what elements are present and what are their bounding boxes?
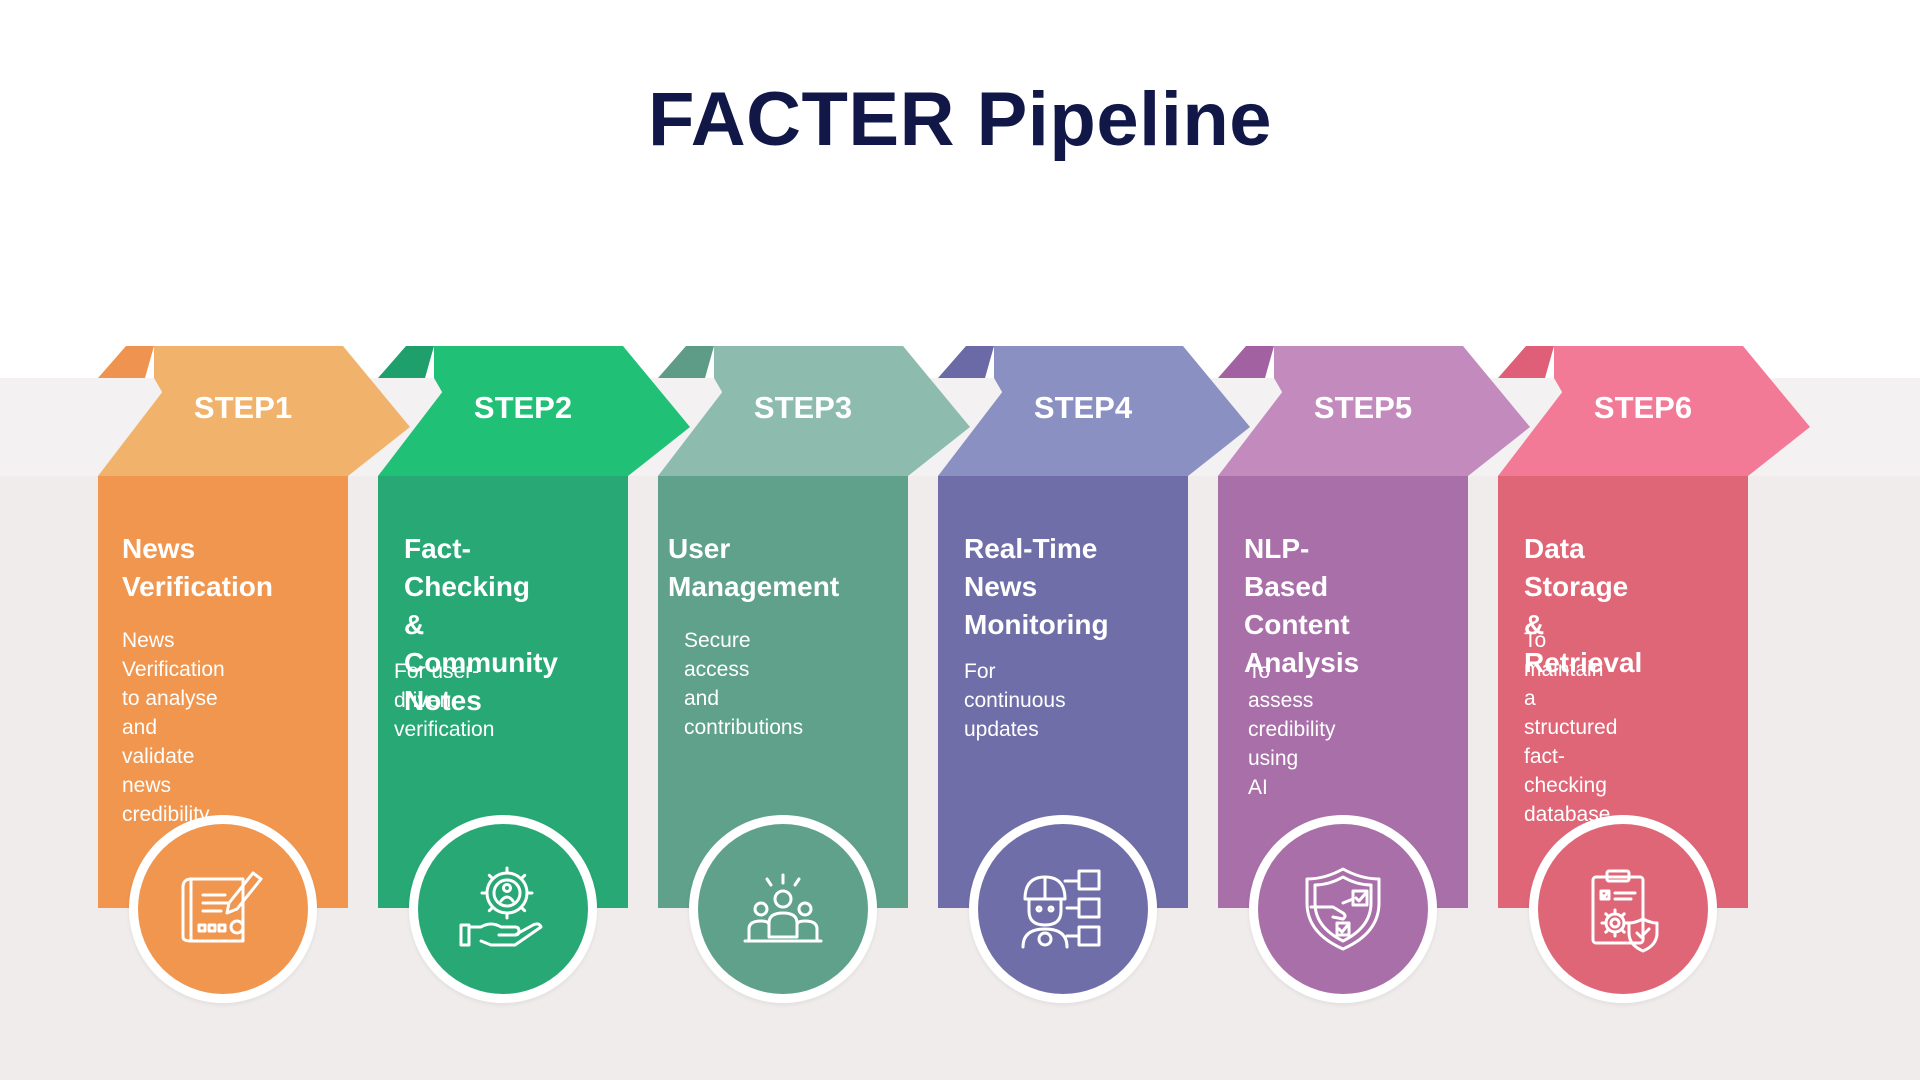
- step-description-line: For user-driven: [394, 660, 480, 712]
- step-heading: News Verification: [122, 530, 273, 606]
- step-heading: User Management: [668, 530, 839, 606]
- icon-circle: [1249, 815, 1437, 1003]
- step-heading-line: User: [668, 533, 731, 564]
- step-heading: Real-Time News Monitoring: [964, 530, 1109, 644]
- step-heading-line: Data Storage &: [1524, 533, 1629, 640]
- step-description-line: For continuous: [964, 660, 1066, 712]
- icon-circle: [1529, 815, 1717, 1003]
- step-description: For user-driven verification: [394, 657, 494, 744]
- step-description-line: News Verification: [122, 629, 225, 681]
- step-heading: Data Storage & Retrieval: [1524, 530, 1642, 682]
- step-description-line: credibility using: [1248, 718, 1336, 770]
- step-description: Secure access and contributions: [684, 626, 803, 742]
- arrow-body: [378, 346, 690, 476]
- blueprint-pencil-icon: [138, 824, 308, 994]
- step-description-line: checking: [1524, 774, 1607, 797]
- user-group-icon: [698, 824, 868, 994]
- step-description-line: structured fact-: [1524, 716, 1618, 768]
- step-label: STEP1: [193, 390, 293, 425]
- icon-circle: [969, 815, 1157, 1003]
- step-arrow: [98, 346, 410, 476]
- step-heading-line: NLP-Based: [1244, 533, 1329, 602]
- step-label: STEP6: [1593, 390, 1693, 425]
- step-label: STEP2: [473, 390, 573, 425]
- step-label: STEP3: [753, 390, 853, 425]
- step-heading-line: Retrieval: [1524, 647, 1643, 678]
- step-heading-line: Content: [1244, 609, 1350, 640]
- hand-gear-person-icon: [418, 824, 588, 994]
- step-heading-line: Fact-Checking &: [404, 533, 531, 640]
- step-description: News Verification to analyse and validate …: [122, 626, 225, 829]
- step-heading-line: Notes: [404, 685, 482, 716]
- step-arrow: [1218, 346, 1530, 476]
- step-heading-line: Verification: [122, 571, 273, 602]
- arrow-body: [938, 346, 1250, 476]
- arrow-fold: [1498, 346, 1554, 378]
- arrow-fold: [98, 346, 154, 378]
- step-heading-line: News: [122, 533, 196, 564]
- step-description-line: To maintain a: [1524, 629, 1604, 710]
- arrow-body: [1218, 346, 1530, 476]
- step-description: To maintain a structured fact-checking dat…: [1524, 626, 1617, 829]
- icon-circle: [129, 815, 317, 1003]
- step-arrow: [378, 346, 690, 476]
- step-description-line: AI: [1248, 776, 1268, 799]
- step-description-line: to analyse and: [122, 687, 218, 739]
- step-heading-line: News: [964, 571, 1038, 602]
- page-title: FACTER Pipeline: [647, 77, 1273, 162]
- step-description: For continuous updates: [964, 657, 1066, 744]
- arrow-fold: [658, 346, 714, 378]
- step-heading-line: Monitoring: [964, 609, 1109, 640]
- arrow-body: [98, 346, 410, 476]
- shield-check-icon: [1258, 824, 1428, 994]
- step-heading-line: Analysis: [1244, 647, 1360, 678]
- step-arrow: [658, 346, 970, 476]
- step-heading: Fact-Checking & Community Notes: [404, 530, 558, 720]
- step-heading-line: Management: [668, 571, 840, 602]
- step-heading: NLP-Based Content Analysis: [1244, 530, 1359, 682]
- worker-monitoring-icon: [978, 824, 1148, 994]
- arrow-body: [1498, 346, 1810, 476]
- step-description-line: validate news: [122, 745, 195, 797]
- icon-circle: [689, 815, 877, 1003]
- step-heading-line: Real-Time: [964, 533, 1098, 564]
- step-description-line: updates: [964, 718, 1039, 741]
- step-heading-line: Community: [404, 647, 558, 678]
- step-description-line: To assess: [1248, 660, 1314, 712]
- step-arrow: [1498, 346, 1810, 476]
- step-description: To assess credibility using AI: [1248, 657, 1336, 802]
- step-description-line: verification: [394, 718, 495, 741]
- step-description-line: and contributions: [684, 687, 804, 739]
- step-description-line: credibility: [122, 803, 210, 826]
- arrow-fold: [938, 346, 994, 378]
- arrow-fold: [1218, 346, 1274, 378]
- step-label: STEP4: [1033, 390, 1133, 425]
- clipboard-gear-icon: [1538, 824, 1708, 994]
- step-label: STEP5: [1313, 390, 1413, 425]
- arrow-fold: [378, 346, 434, 378]
- step-arrow: [938, 346, 1250, 476]
- step-description-line: Secure access: [684, 629, 751, 681]
- icon-circle: [409, 815, 597, 1003]
- arrow-body: [658, 346, 970, 476]
